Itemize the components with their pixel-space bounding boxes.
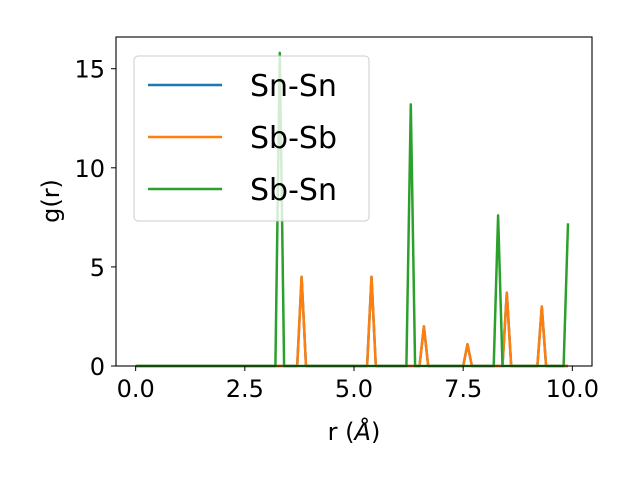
x-axis-unit-symbol: Å bbox=[353, 417, 371, 446]
x-tick-label: 10.0 bbox=[546, 375, 599, 403]
legend-box bbox=[133, 55, 370, 222]
y-tick-label: 15 bbox=[74, 56, 105, 84]
legend-label: Sb-Sn bbox=[250, 173, 337, 208]
y-axis-label: g(r) bbox=[37, 179, 65, 223]
y-tick-label: 5 bbox=[90, 254, 105, 282]
y-tick-label: 0 bbox=[90, 353, 105, 381]
legend-label: Sn-Sn bbox=[250, 69, 337, 104]
legend-label: Sb-Sb bbox=[250, 121, 337, 156]
y-tick-label: 10 bbox=[74, 155, 105, 183]
x-tick-label: 7.5 bbox=[444, 375, 482, 403]
x-axis-ticks: 0.0 2.5 5.0 7.5 10.0 bbox=[117, 366, 599, 403]
legend: Sn-Sn Sb-Sb Sb-Sn bbox=[133, 55, 370, 222]
x-tick-label: 2.5 bbox=[226, 375, 264, 403]
x-tick-label: 5.0 bbox=[335, 375, 373, 403]
x-tick-label: 0.0 bbox=[117, 375, 155, 403]
x-axis-label: r (Å) bbox=[328, 417, 381, 446]
y-axis-ticks: 0 5 10 15 bbox=[74, 56, 116, 381]
